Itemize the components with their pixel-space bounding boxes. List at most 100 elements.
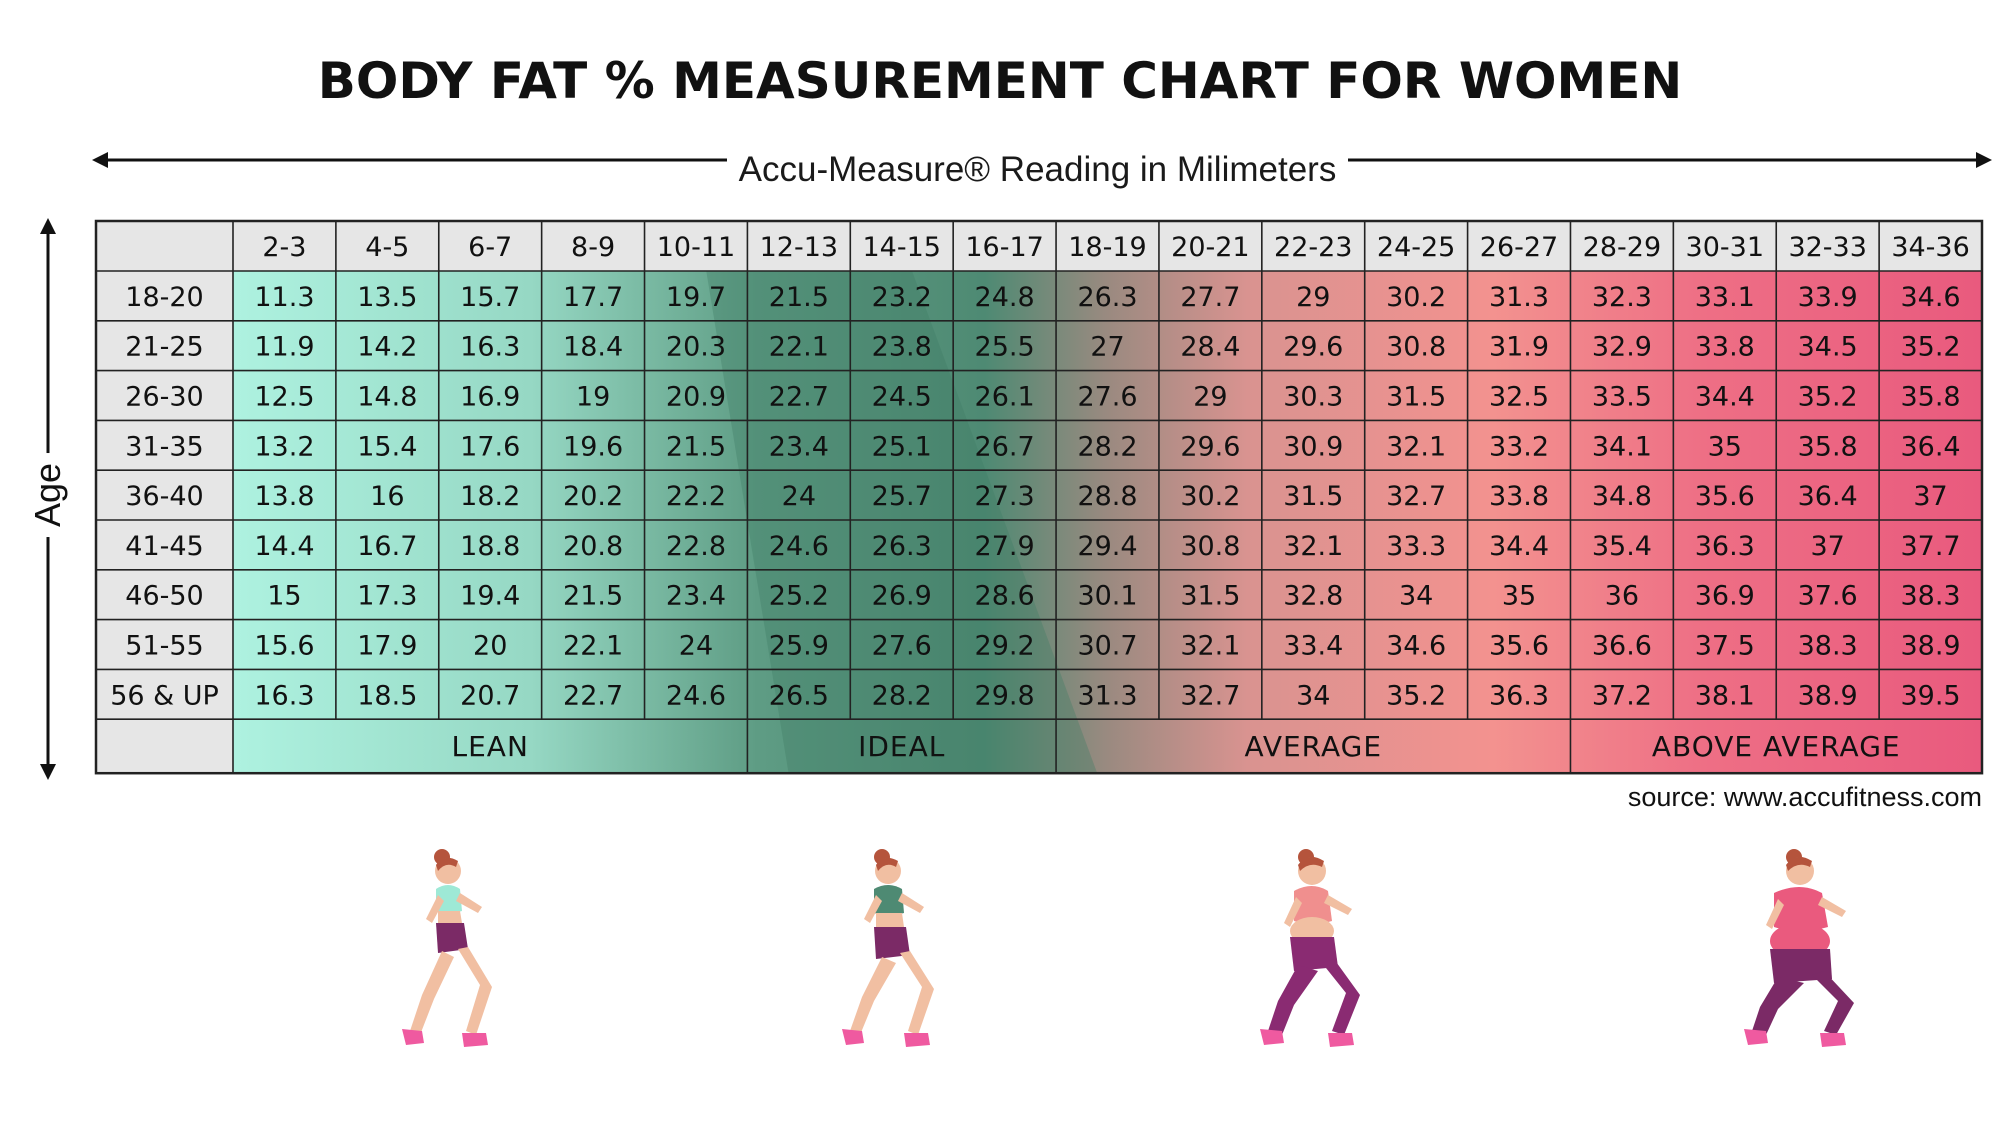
table-cell-value: 19 [576, 382, 610, 413]
column-header: 10-11 [657, 232, 735, 263]
column-header: 20-21 [1171, 232, 1249, 263]
column-header: 6-7 [468, 232, 512, 263]
table-cell-value: 14.4 [254, 531, 314, 562]
age-row-label: 18-20 [125, 282, 203, 313]
table-cell-value: 33.5 [1592, 382, 1652, 413]
table-cell-value: 37.5 [1695, 631, 1755, 662]
table-cell-value: 15.6 [254, 631, 314, 662]
age-row-label: 36-40 [125, 481, 203, 512]
table-cell-value: 34.6 [1386, 631, 1446, 662]
table-cell-value: 28.2 [1077, 431, 1137, 462]
table-cell-value: 27.7 [1180, 282, 1240, 313]
table-cell-value: 25.5 [975, 332, 1035, 363]
table-cell-value: 36.4 [1798, 481, 1858, 512]
table-cell-value: 16.7 [357, 531, 417, 562]
column-header: 28-29 [1583, 232, 1661, 263]
table-cell-value: 28.6 [975, 581, 1035, 612]
category-label: AVERAGE [1244, 730, 1382, 763]
table-cell-value: 28.8 [1077, 481, 1137, 512]
table-cell-value: 16.3 [254, 680, 314, 711]
source-credit: source: www.accufitness.com [1627, 782, 1982, 812]
table-cell-value: 27.3 [975, 481, 1035, 512]
column-header: 4-5 [365, 232, 409, 263]
table-cell-value: 39.5 [1900, 680, 1960, 711]
column-header: 14-15 [863, 232, 941, 263]
table-cell-value: 34.1 [1592, 431, 1652, 462]
table-cell-value: 35.2 [1798, 382, 1858, 413]
table-cell-value: 20.7 [460, 680, 520, 711]
table-cell-value: 11.9 [254, 332, 314, 363]
table-cell-value: 26.7 [975, 431, 1035, 462]
table-cell-value: 35.4 [1592, 531, 1652, 562]
table-cell-value: 28.4 [1180, 332, 1240, 363]
table-cell-value: 26.3 [1077, 282, 1137, 313]
table-cell-value: 33.9 [1798, 282, 1858, 313]
age-row-label: 31-35 [125, 431, 203, 462]
table-cell-value: 19.7 [666, 282, 726, 313]
table-cell-value: 22.2 [666, 481, 726, 512]
table-cell-value: 22.7 [769, 382, 829, 413]
table-cell-value: 36.9 [1695, 581, 1755, 612]
table-cell-value: 32.7 [1386, 481, 1446, 512]
x-axis-label: Accu-Measure® Reading in Milimeters [0, 150, 2000, 190]
table-cell-value: 29.4 [1077, 531, 1137, 562]
table-cell-value: 22.1 [563, 631, 623, 662]
column-header: 22-23 [1274, 232, 1352, 263]
table-cell-value: 34.6 [1900, 282, 1960, 313]
table-cell-value: 35.6 [1695, 481, 1755, 512]
table-cell-value: 13.5 [357, 282, 417, 313]
age-row-label: 46-50 [125, 581, 203, 612]
table-cell-value: 19.6 [563, 431, 623, 462]
table-cell-value: 26.9 [872, 581, 932, 612]
table-cell-value: 26.5 [769, 680, 829, 711]
table-cell-value: 36.3 [1695, 531, 1755, 562]
footer-corner-background [96, 719, 233, 774]
table-cell-value: 36.4 [1900, 431, 1960, 462]
table-cell-value: 29.8 [975, 680, 1035, 711]
lean-runner-illustration [402, 849, 492, 1047]
above-average-runner-illustration [1744, 849, 1854, 1047]
table-cell-value: 32.1 [1283, 531, 1343, 562]
table-cell-value: 27.6 [872, 631, 932, 662]
table-cell-value: 15 [267, 581, 301, 612]
table-cell-value: 13.8 [254, 481, 314, 512]
table-cell-value: 27.6 [1077, 382, 1137, 413]
table-cell-value: 29 [1193, 382, 1227, 413]
table-cell-value: 35.2 [1900, 332, 1960, 363]
table-cell-value: 21.5 [769, 282, 829, 313]
table-cell-value: 16.3 [460, 332, 520, 363]
table-cell-value: 15.4 [357, 431, 417, 462]
table-grid [94, 219, 1984, 775]
table-cell-value: 32.5 [1489, 382, 1549, 413]
table-cell-value: 23.8 [872, 332, 932, 363]
table-cell-value: 33.4 [1283, 631, 1343, 662]
table-cell-value: 25.7 [872, 481, 932, 512]
body-fat-table: 2-3 4-5 6-7 8-9 10-11 12-13 14-15 16-17 18-19 20-… [94, 219, 1984, 775]
table-cell-value: 30.2 [1386, 282, 1446, 313]
column-header: 16-17 [965, 232, 1043, 263]
table-cell-value: 17.9 [357, 631, 417, 662]
table-cell-value: 35 [1708, 431, 1742, 462]
table-cell-value: 20.9 [666, 382, 726, 413]
column-header: 24-25 [1377, 232, 1455, 263]
table-cell-value: 31.5 [1283, 481, 1343, 512]
table-cell-value: 23.2 [872, 282, 932, 313]
table-cell-value: 24 [782, 481, 816, 512]
table-cell-value: 35.8 [1798, 431, 1858, 462]
age-row-label: 56 & UP [110, 680, 219, 711]
table-cell-value: 32.9 [1592, 332, 1652, 363]
table-cell-value: 38.9 [1798, 680, 1858, 711]
table-cell-value: 38.3 [1900, 581, 1960, 612]
table-cell-value: 25.1 [872, 431, 932, 462]
table-cell-value: 32.1 [1180, 631, 1240, 662]
table-cell-value: 18.4 [563, 332, 623, 363]
table-cell-value: 26.3 [872, 531, 932, 562]
header-background [96, 221, 1982, 271]
table-cell-value: 34.4 [1695, 382, 1755, 413]
table-cell-value: 30.8 [1180, 531, 1240, 562]
table-cell-value: 11.3 [254, 282, 314, 313]
table-cell-value: 14.8 [357, 382, 417, 413]
table-cell-value: 33.8 [1489, 481, 1549, 512]
column-header: 34-36 [1891, 232, 1969, 263]
table-cell-value: 24.8 [975, 282, 1035, 313]
